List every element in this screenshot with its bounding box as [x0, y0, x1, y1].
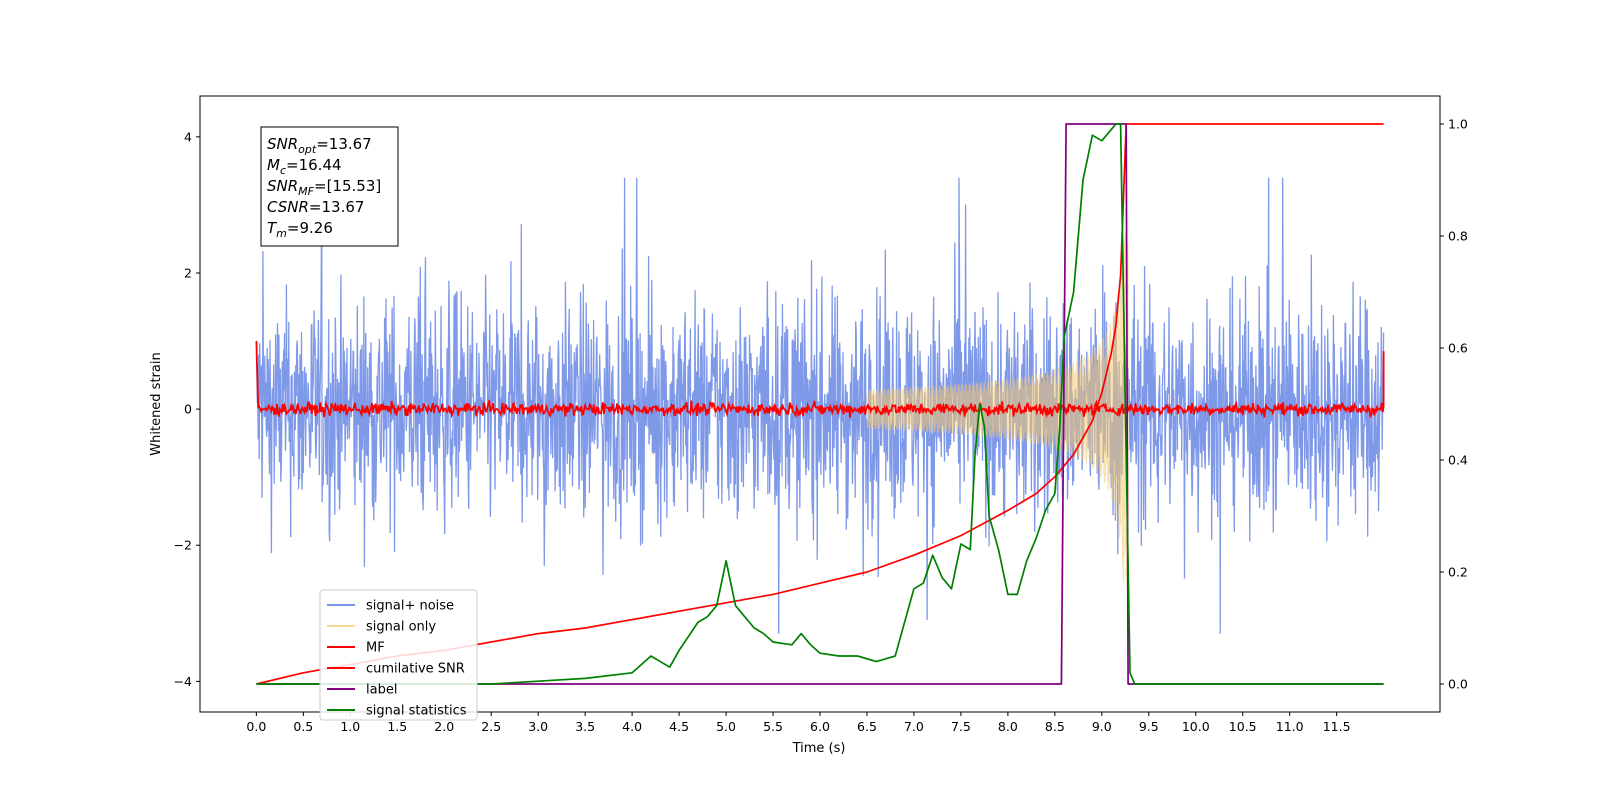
- axes: 0.0 0.5 1.0 1.5 2.0 2.5 3.0 3.5 4.0 4.5 5.0 5.5 6.0 6…: [174, 117, 1468, 735]
- x-tick-label: 7.5: [951, 719, 971, 734]
- x-tick-label: 11.5: [1323, 719, 1351, 734]
- y-tick-label: 4: [184, 129, 192, 144]
- x-tick-label: 10.0: [1182, 719, 1210, 734]
- x-tick-label: 10.5: [1229, 719, 1257, 734]
- stat-line: Mc=16.44: [267, 156, 342, 177]
- y2-tick-label: 0.4: [1448, 453, 1468, 468]
- x-tick-label: 5.0: [716, 719, 736, 734]
- stat-line: SNRopt=13.67: [267, 135, 372, 156]
- x-tick-label: 6.0: [810, 719, 830, 734]
- y2-tick-label: 0.8: [1448, 229, 1468, 244]
- x-tick-label: 0.5: [293, 719, 313, 734]
- x-tick-label: 2.0: [434, 719, 454, 734]
- y-tick-label: −2: [174, 538, 192, 553]
- y-axis-label: Whitened strain: [149, 352, 164, 455]
- y-tick-label: −4: [174, 674, 192, 689]
- y2-tick-label: 0.2: [1448, 565, 1468, 580]
- series-signal-statistics-line: [256, 123, 1384, 685]
- y2-tick-label: 1.0: [1448, 117, 1468, 132]
- legend-label: cumilative SNR: [366, 662, 465, 677]
- x-tick-label: 9.0: [1092, 719, 1112, 734]
- x-tick-label: 9.5: [1139, 719, 1159, 734]
- x-tick-label: 6.5: [857, 719, 877, 734]
- x-tick-label: 5.5: [763, 719, 783, 734]
- stats-annotation: SNRopt=13.67Mc=16.44SNRMF=[15.53]CSNR=13…: [260, 126, 399, 247]
- y2-tick-label: 0.6: [1448, 341, 1468, 356]
- stat-line: Tm=9.26: [267, 219, 333, 240]
- x-tick-label: 11.0: [1276, 719, 1304, 734]
- stat-line: SNRMF=[15.53]: [267, 177, 381, 198]
- legend-label: signal statistics: [366, 704, 467, 719]
- x-tick-label: 7.0: [904, 719, 924, 734]
- stat-line: CSNR=13.67: [267, 198, 364, 216]
- x-tick-label: 8.0: [998, 719, 1018, 734]
- x-tick-label: 3.0: [528, 719, 548, 734]
- stats-box: [260, 126, 399, 247]
- x-tick-label: 1.0: [340, 719, 360, 734]
- x-tick-label: 4.0: [622, 719, 642, 734]
- x-tick-label: 8.5: [1045, 719, 1065, 734]
- x-tick-label: 2.5: [481, 719, 501, 734]
- legend-label: label: [366, 683, 397, 698]
- x-tick-label: 4.5: [669, 719, 689, 734]
- y2-tick-label: 0.0: [1448, 677, 1468, 692]
- x-tick-label: 3.5: [575, 719, 595, 734]
- x-tick-label: 0.0: [246, 719, 266, 734]
- y-tick-label: 2: [184, 265, 192, 280]
- y-tick-label: 0: [184, 402, 192, 417]
- legend-label: signal only: [366, 620, 436, 635]
- series-signal-noise-line: [255, 177, 1385, 634]
- x-tick-label: 1.5: [387, 719, 407, 734]
- legend-label: MF: [366, 641, 385, 656]
- x-axis-label: Time (s): [792, 741, 846, 756]
- legend-box: [319, 589, 478, 721]
- legend: signal+ noise signal only MF cumilative SNR…: [319, 589, 478, 721]
- series-mf-line: [255, 340, 1385, 419]
- legend-label: signal+ noise: [366, 599, 454, 614]
